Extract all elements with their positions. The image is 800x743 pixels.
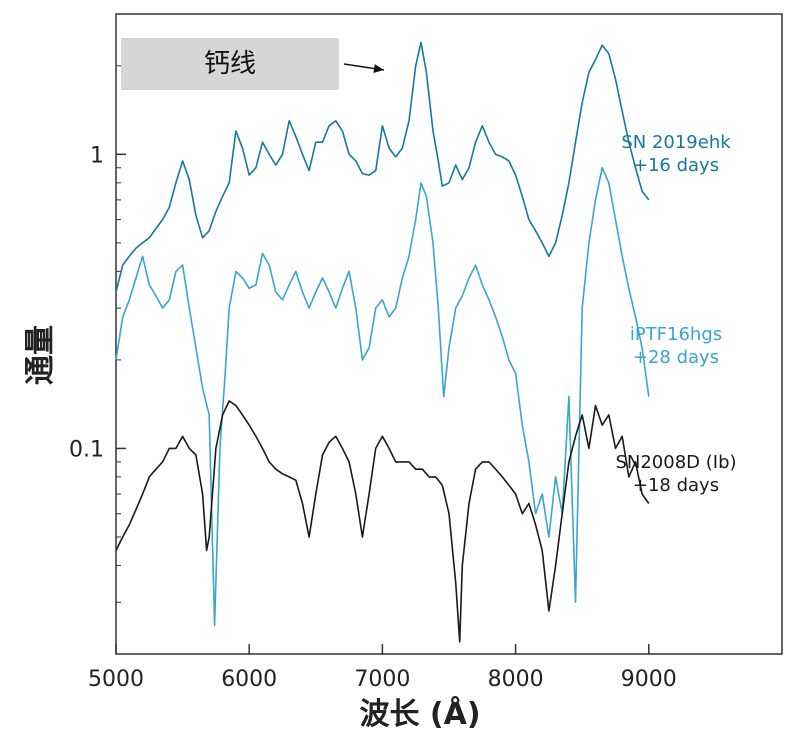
series-labels-group: SN 2019ehk+16 days iPTF16hgs+28 days SN200… bbox=[615, 132, 736, 496]
x-tick-label: 8000 bbox=[488, 667, 544, 692]
y-tick-label: 0.1 bbox=[69, 437, 104, 462]
series-label-3-line-2: +18 days bbox=[633, 475, 719, 496]
series-label-3-line-1: SN2008D (Ib) bbox=[615, 452, 736, 473]
series-line-1 bbox=[115, 41, 650, 293]
series-label-1-line-2: +16 days bbox=[633, 155, 719, 176]
ticks-group: 5000 6000 7000 8000 9000 0.1 1 bbox=[69, 13, 677, 692]
annotation-arrowhead bbox=[373, 64, 384, 73]
x-tick-label: 7000 bbox=[354, 667, 410, 692]
y-tick-label: 1 bbox=[90, 143, 104, 168]
x-tick-label: 6000 bbox=[221, 667, 277, 692]
annotation: 钙线 bbox=[121, 38, 385, 90]
x-tick-label: 5000 bbox=[88, 667, 144, 692]
x-tick-label: 9000 bbox=[621, 667, 677, 692]
series-label-2-line-1: iPTF16hgs bbox=[630, 324, 722, 345]
annotation-box bbox=[121, 38, 339, 90]
x-axis-title: 波长 (Å) bbox=[359, 695, 480, 732]
y-axis-title: 通量 bbox=[23, 325, 58, 385]
series-group bbox=[115, 41, 650, 643]
annotation-text: 钙线 bbox=[204, 49, 256, 79]
series-line-2 bbox=[115, 167, 650, 627]
plot-frame bbox=[115, 13, 783, 655]
series-label-1-line-1: SN 2019ehk bbox=[621, 132, 731, 153]
series-label-2-line-2: +28 days bbox=[633, 347, 719, 368]
series-line-3 bbox=[115, 400, 650, 643]
